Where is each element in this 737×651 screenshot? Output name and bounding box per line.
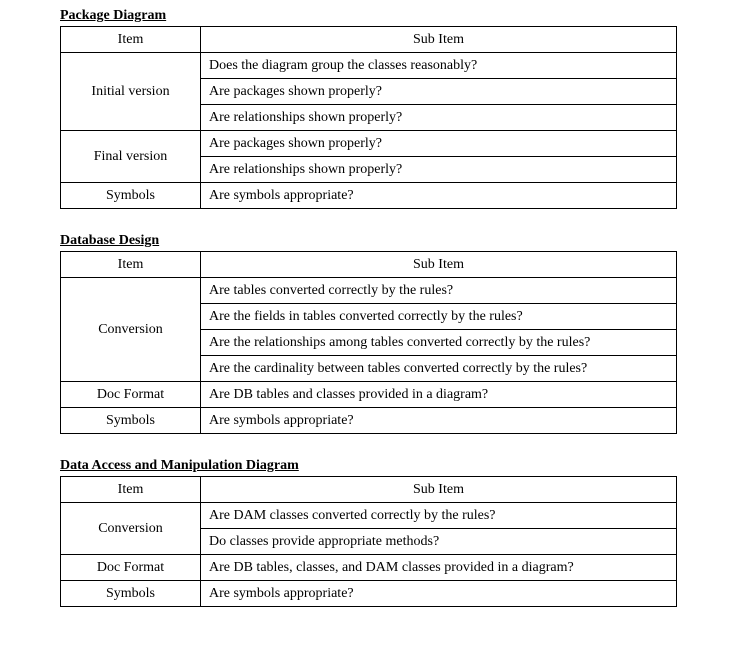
item-cell: Final version (61, 131, 201, 183)
section: Package Diagram ItemSub ItemInitial versi… (60, 8, 677, 209)
subitem-cell: Are symbols appropriate? (201, 581, 677, 607)
table-row: Final versionAre packages shown properly… (61, 131, 677, 157)
section: Database Design ItemSub ItemConversionAre… (60, 233, 677, 434)
section-title: Package Diagram (60, 8, 677, 24)
item-cell: Symbols (61, 408, 201, 434)
section: Data Access and Manipulation Diagram Item… (60, 458, 677, 607)
header-subitem: Sub Item (201, 252, 677, 278)
subitem-cell: Are packages shown properly? (201, 79, 677, 105)
subitem-cell: Are the cardinality between tables conve… (201, 356, 677, 382)
item-cell: Doc Format (61, 382, 201, 408)
subitem-cell: Are the fields in tables converted corre… (201, 304, 677, 330)
header-subitem: Sub Item (201, 477, 677, 503)
header-item: Item (61, 252, 201, 278)
subitem-cell: Are DB tables and classes provided in a … (201, 382, 677, 408)
subitem-cell: Are symbols appropriate? (201, 408, 677, 434)
subitem-cell: Are DB tables, classes, and DAM classes … (201, 555, 677, 581)
section-title: Database Design (60, 233, 677, 249)
item-cell: Conversion (61, 278, 201, 382)
subitem-cell: Are DAM classes converted correctly by t… (201, 503, 677, 529)
section-title: Data Access and Manipulation Diagram (60, 458, 677, 474)
header-item: Item (61, 477, 201, 503)
subitem-cell: Are relationships shown properly? (201, 157, 677, 183)
item-cell: Conversion (61, 503, 201, 555)
subitem-cell: Does the diagram group the classes reaso… (201, 53, 677, 79)
item-cell: Doc Format (61, 555, 201, 581)
item-cell: Symbols (61, 581, 201, 607)
checklist-table: ItemSub ItemConversionAre DAM classes co… (60, 476, 677, 607)
table-row: ConversionAre DAM classes converted corr… (61, 503, 677, 529)
checklist-table: ItemSub ItemInitial versionDoes the diag… (60, 26, 677, 209)
header-item: Item (61, 27, 201, 53)
header-subitem: Sub Item (201, 27, 677, 53)
item-cell: Initial version (61, 53, 201, 131)
table-row: SymbolsAre symbols appropriate? (61, 408, 677, 434)
subitem-cell: Are symbols appropriate? (201, 183, 677, 209)
subitem-cell: Are packages shown properly? (201, 131, 677, 157)
subitem-cell: Are the relationships among tables conve… (201, 330, 677, 356)
item-cell: Symbols (61, 183, 201, 209)
table-row: Initial versionDoes the diagram group th… (61, 53, 677, 79)
table-row: SymbolsAre symbols appropriate? (61, 183, 677, 209)
checklist-table: ItemSub ItemConversionAre tables convert… (60, 251, 677, 434)
subitem-cell: Do classes provide appropriate methods? (201, 529, 677, 555)
table-row: SymbolsAre symbols appropriate? (61, 581, 677, 607)
table-row: ConversionAre tables converted correctly… (61, 278, 677, 304)
table-row: Doc FormatAre DB tables, classes, and DA… (61, 555, 677, 581)
table-row: Doc FormatAre DB tables and classes prov… (61, 382, 677, 408)
subitem-cell: Are tables converted correctly by the ru… (201, 278, 677, 304)
subitem-cell: Are relationships shown properly? (201, 105, 677, 131)
